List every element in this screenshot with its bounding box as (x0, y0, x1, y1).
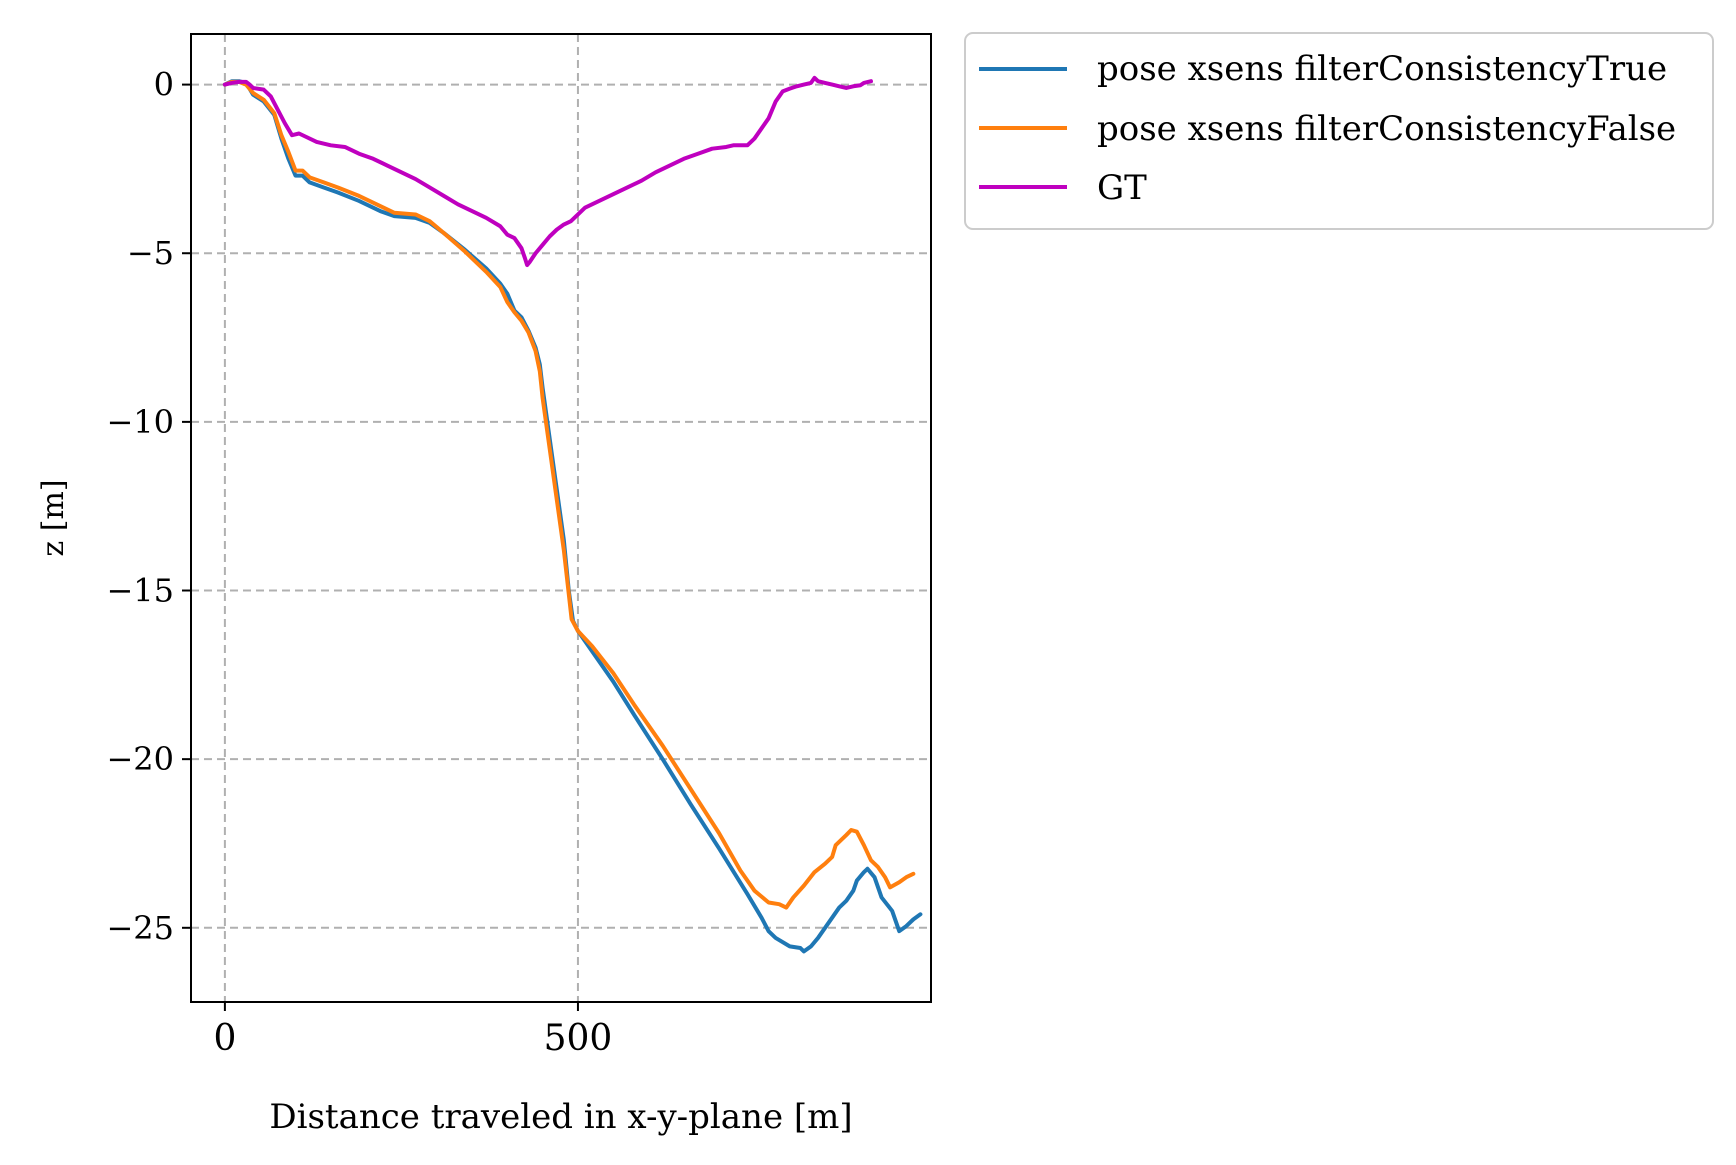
x-tick-label-500: 500 (544, 1018, 613, 1059)
legend-label-filter-consistency-true: pose xsens filterConsistencyTrue (1097, 49, 1667, 89)
y-tick-label-0: 0 (154, 66, 174, 104)
legend: pose xsens filterConsistencyTrue pose xs… (964, 32, 1714, 230)
y-tick-label-20: −20 (106, 740, 174, 778)
y-tick-label-10: −10 (106, 403, 174, 441)
grid (191, 34, 931, 1002)
legend-box (964, 32, 1714, 230)
legend-label-gt: GT (1097, 168, 1147, 208)
y-tick-label-15: −15 (106, 572, 174, 610)
axis-ticks: 0 500 0 −5 −10 −15 −20 −25 (106, 66, 612, 1059)
x-tick-label-0: 0 (213, 1018, 236, 1059)
x-axis-label: Distance traveled in x-y-plane [m] (269, 1097, 852, 1137)
plot-series (222, 75, 923, 954)
y-axis-label: z [m] (36, 479, 71, 556)
series-line-pose-xsens-filterconsistencyfalse (222, 79, 916, 910)
y-tick-label-25: −25 (106, 909, 174, 947)
legend-label-filter-consistency-false: pose xsens filterConsistencyFalse (1097, 109, 1676, 149)
y-tick-label-5: −5 (127, 234, 174, 272)
plot-frame (190, 33, 932, 1003)
series-line-gt (222, 75, 873, 268)
